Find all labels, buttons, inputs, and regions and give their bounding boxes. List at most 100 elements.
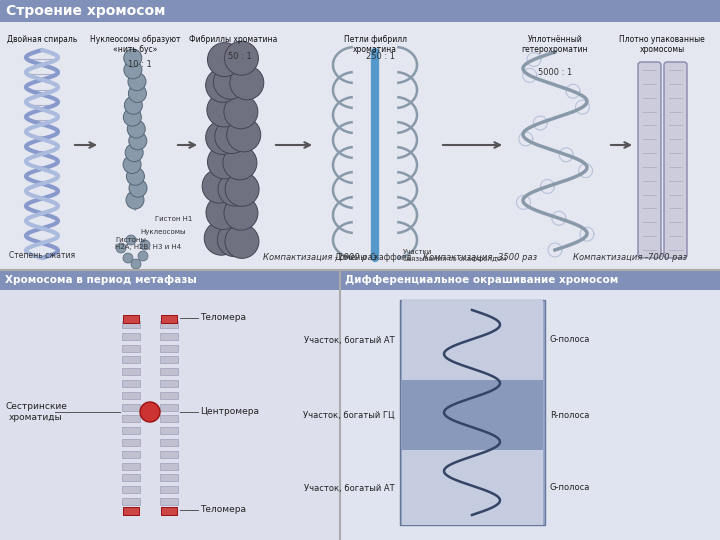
Text: Центромера: Центромера	[200, 408, 259, 416]
Text: Участки
связывания со скаффолдом: Участки связывания со скаффолдом	[403, 249, 506, 262]
Bar	[122, 392, 140, 399]
Text: Сестринские
хроматиды: Сестринские хроматиды	[5, 402, 67, 422]
Text: 50 : 1: 50 : 1	[228, 52, 252, 61]
Text: Нуклеосомы: Нуклеосомы	[140, 229, 186, 235]
Bar	[160, 345, 178, 352]
Text: Двойная спираль: Двойная спираль	[7, 35, 77, 44]
Bar	[340, 290, 720, 540]
Text: Плотно упакованные
хромосомы: Плотно упакованные хромосомы	[619, 35, 705, 55]
Text: Компактизация -3500 раз: Компактизация -3500 раз	[423, 253, 537, 262]
Circle shape	[124, 61, 142, 79]
Circle shape	[123, 156, 141, 173]
Text: Хромосома в период метафазы: Хромосома в период метафазы	[5, 275, 197, 285]
Text: Компактизация -7000 раз: Компактизация -7000 раз	[573, 253, 687, 262]
Circle shape	[213, 65, 248, 99]
Circle shape	[128, 84, 146, 103]
Bar	[160, 333, 178, 340]
Bar	[402, 450, 543, 525]
Circle shape	[128, 73, 146, 91]
Bar	[400, 300, 545, 525]
Bar	[160, 392, 178, 399]
Text: Домены: Домены	[335, 253, 367, 262]
Circle shape	[207, 93, 241, 127]
Circle shape	[129, 179, 147, 197]
Circle shape	[206, 195, 240, 230]
Bar	[122, 475, 140, 481]
Circle shape	[206, 120, 240, 154]
Text: Фибриллы хроматина: Фибриллы хроматина	[189, 35, 277, 44]
Circle shape	[225, 225, 259, 258]
Bar	[122, 380, 140, 387]
Bar	[160, 403, 178, 410]
Bar	[340, 270, 720, 290]
Text: Гистоны
Н2А, Н2В, Н3 и Н4: Гистоны Н2А, Н2В, Н3 и Н4	[115, 237, 181, 250]
Circle shape	[218, 172, 252, 206]
Circle shape	[123, 253, 133, 263]
Bar	[160, 427, 178, 434]
Bar	[122, 498, 140, 505]
Circle shape	[202, 169, 236, 203]
Bar	[161, 507, 177, 515]
Bar	[0, 270, 340, 290]
Text: Скаффолд: Скаффолд	[370, 253, 413, 262]
Circle shape	[227, 118, 261, 152]
Text: Теломера: Теломера	[200, 314, 246, 322]
Bar	[122, 345, 140, 352]
Circle shape	[217, 222, 251, 256]
Bar	[160, 463, 178, 470]
Circle shape	[207, 43, 241, 77]
Circle shape	[140, 402, 160, 422]
Bar	[122, 439, 140, 446]
Bar	[0, 290, 340, 540]
Bar	[160, 368, 178, 375]
Text: Компактизация -1000 раз: Компактизация -1000 раз	[263, 253, 377, 262]
Bar	[160, 498, 178, 505]
Bar	[122, 321, 140, 328]
Text: Дифференциальное окрашивание хромосом: Дифференциальное окрашивание хромосом	[345, 275, 618, 285]
Bar	[122, 403, 140, 410]
Text: 10 : 1: 10 : 1	[128, 60, 152, 69]
Bar	[160, 356, 178, 363]
Circle shape	[124, 49, 142, 67]
Bar	[122, 451, 140, 458]
Text: 5000 : 1: 5000 : 1	[538, 68, 572, 77]
Text: Участок, богатый АТ: Участок, богатый АТ	[305, 483, 395, 492]
Circle shape	[140, 240, 150, 250]
Bar	[160, 486, 178, 493]
Bar	[402, 300, 543, 380]
Circle shape	[224, 196, 258, 230]
Bar	[160, 439, 178, 446]
Bar	[122, 427, 140, 434]
Bar	[0, 22, 720, 270]
Circle shape	[206, 69, 240, 102]
Circle shape	[116, 243, 126, 253]
Bar	[123, 507, 139, 515]
FancyBboxPatch shape	[664, 62, 687, 258]
FancyBboxPatch shape	[638, 62, 661, 258]
Bar	[122, 463, 140, 470]
Circle shape	[126, 191, 144, 209]
Circle shape	[123, 108, 141, 126]
Circle shape	[127, 167, 145, 185]
Circle shape	[126, 235, 136, 245]
Text: 250 : 1: 250 : 1	[366, 52, 395, 61]
Text: G-полоса: G-полоса	[550, 335, 590, 345]
Bar	[161, 315, 177, 323]
Bar	[122, 486, 140, 493]
Bar	[122, 368, 140, 375]
Bar	[160, 475, 178, 481]
Text: Гистон Н1: Гистон Н1	[155, 216, 192, 222]
Bar	[122, 415, 140, 422]
Text: G-полоса: G-полоса	[550, 483, 590, 492]
Text: Степень сжатия: Степень сжатия	[9, 251, 75, 260]
Circle shape	[223, 146, 257, 180]
Circle shape	[129, 132, 147, 150]
Circle shape	[207, 145, 241, 179]
Circle shape	[131, 259, 141, 269]
Text: Нуклеосомы образуют
«нить бус»: Нуклеосомы образуют «нить бус»	[90, 35, 180, 55]
Circle shape	[225, 41, 258, 75]
Bar	[160, 415, 178, 422]
Bar	[402, 380, 543, 450]
Bar	[160, 451, 178, 458]
Bar	[122, 356, 140, 363]
